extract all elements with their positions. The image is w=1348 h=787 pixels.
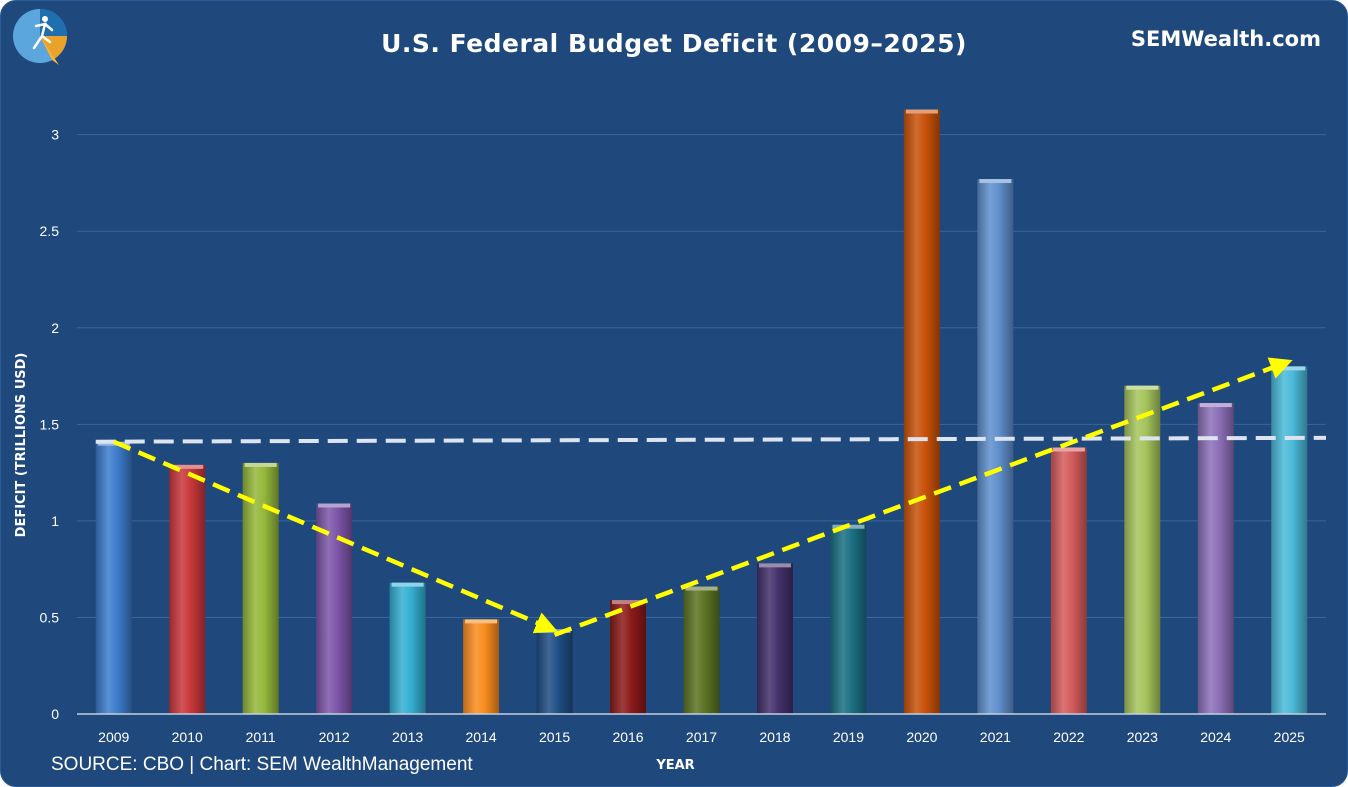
bar-top-2020 [905,109,938,114]
x-tick-label: 2017 [686,729,717,745]
average-line [95,435,1327,444]
x-tick-label: 2019 [833,729,864,745]
x-tick-label: 2022 [1053,729,1084,745]
y-tick-label: 0.5 [40,609,60,625]
bar-top-2021 [979,179,1012,184]
y-tick-label: 1 [51,513,59,529]
bar-2019 [830,524,867,714]
x-tick-label: 2015 [539,729,570,745]
x-tick-label: 2024 [1200,729,1231,745]
x-tick-label: 2013 [392,729,423,745]
y-tick-label: 2.5 [40,223,60,239]
x-tick-label: 2018 [759,729,790,745]
bar-top-2018 [758,563,791,568]
sem-logo-icon [13,9,67,65]
bar-2022 [1050,447,1087,714]
source-note: SOURCE: CBO | Chart: SEM WealthManagemen… [51,754,473,775]
x-tick-label: 2025 [1274,729,1305,745]
x-tick-label: 2010 [172,729,203,745]
bar-2017 [683,586,720,714]
bar-top-2017 [685,586,718,591]
y-tick-label: 0 [51,706,59,722]
bar-2014 [463,619,500,714]
y-tick-label: 1.5 [40,416,60,432]
x-tick-label: 2021 [980,729,1011,745]
bar-2021 [977,179,1014,714]
bar-top-2011 [244,462,277,467]
bar-top-2022 [1052,447,1085,452]
bar-2020 [903,109,940,715]
x-tick-label: 2016 [612,729,643,745]
y-tick-label: 3 [51,127,59,143]
bar-2012 [316,503,353,714]
x-tick-label: 2009 [98,729,129,745]
x-tick-label: 2020 [906,729,937,745]
bar-top-2010 [171,464,204,469]
bar-top-2024 [1199,403,1232,408]
bar-top-2012 [318,503,351,508]
bar-2013 [389,582,426,714]
bar-2010 [169,464,206,714]
bar-top-2023 [1126,385,1159,390]
bar-2018 [756,563,793,714]
x-tick-label: 2011 [246,729,276,745]
trend-arrow-2015-2025 [553,357,1293,637]
brand-label: SEMWealth.com [1130,27,1321,51]
bar-top-2014 [465,619,498,624]
bar-2024 [1197,403,1234,714]
y-axis-title: DEFICIT (TRILLIONS USD) [14,353,29,538]
bar-2011 [242,462,279,714]
bar-top-2013 [391,582,424,587]
y-tick-label: 2 [51,320,59,336]
x-tick-label: 2012 [319,729,350,745]
bar-2023 [1124,385,1161,714]
bar-2015 [536,629,573,714]
bar-2025 [1271,366,1308,714]
chart-title: U.S. Federal Budget Deficit (2009–2025) [381,29,967,58]
x-tick-label: 2014 [466,729,497,745]
bar-2009 [95,441,132,714]
x-axis-title: YEAR [655,758,694,773]
x-tick-label: 2023 [1127,729,1158,745]
bar-2016 [610,600,647,714]
bar-top-2016 [612,600,645,605]
